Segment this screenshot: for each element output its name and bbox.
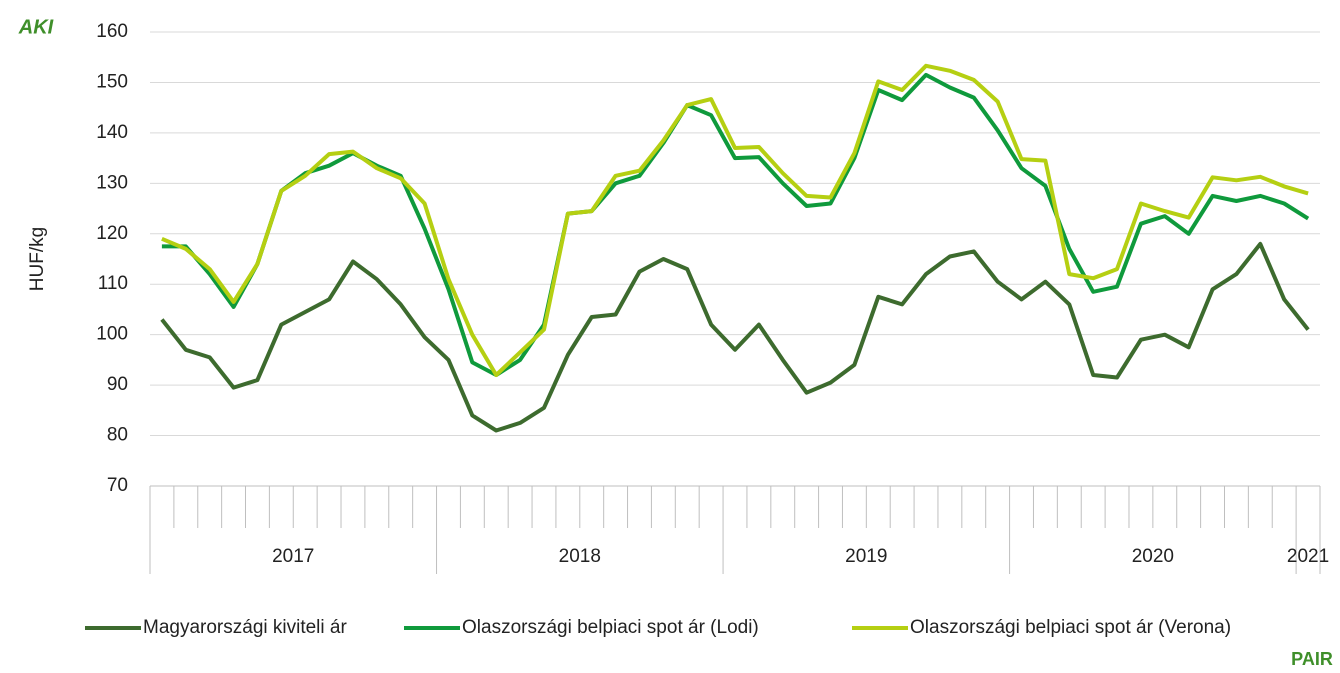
y-tick-label: 140 bbox=[96, 122, 128, 143]
y-tick-label: 90 bbox=[107, 374, 128, 395]
logo: AKI bbox=[18, 16, 54, 38]
series-line bbox=[160, 241, 1310, 433]
y-tick-label: 160 bbox=[96, 21, 128, 42]
y-tick-label: 70 bbox=[107, 475, 128, 496]
series-line bbox=[161, 72, 1310, 377]
y-tick-label: 80 bbox=[107, 425, 128, 446]
y-tick-label: 100 bbox=[96, 324, 128, 345]
x-tick-label: 2018 bbox=[559, 546, 601, 567]
legend-label: Olaszországi belpiaci spot ár (Verona) bbox=[910, 617, 1231, 638]
legend-label: Olaszországi belpiaci spot ár (Lodi) bbox=[462, 617, 759, 638]
x-tick-label: 2019 bbox=[845, 546, 887, 567]
y-tick-label: 110 bbox=[98, 273, 128, 294]
x-tick-label: 2017 bbox=[272, 546, 314, 567]
x-tick-label: 2020 bbox=[1132, 546, 1174, 567]
y-axis-label: HUF/kg bbox=[27, 227, 48, 291]
x-tick-label: 2021 bbox=[1287, 546, 1329, 567]
y-tick-label: 150 bbox=[96, 71, 128, 92]
series-line bbox=[161, 63, 1309, 377]
logo: PAIR bbox=[1291, 649, 1333, 669]
y-tick-label: 120 bbox=[96, 223, 128, 244]
legend-label: Magyarországi kiviteli ár bbox=[143, 617, 347, 638]
y-tick-label: 130 bbox=[96, 172, 128, 193]
